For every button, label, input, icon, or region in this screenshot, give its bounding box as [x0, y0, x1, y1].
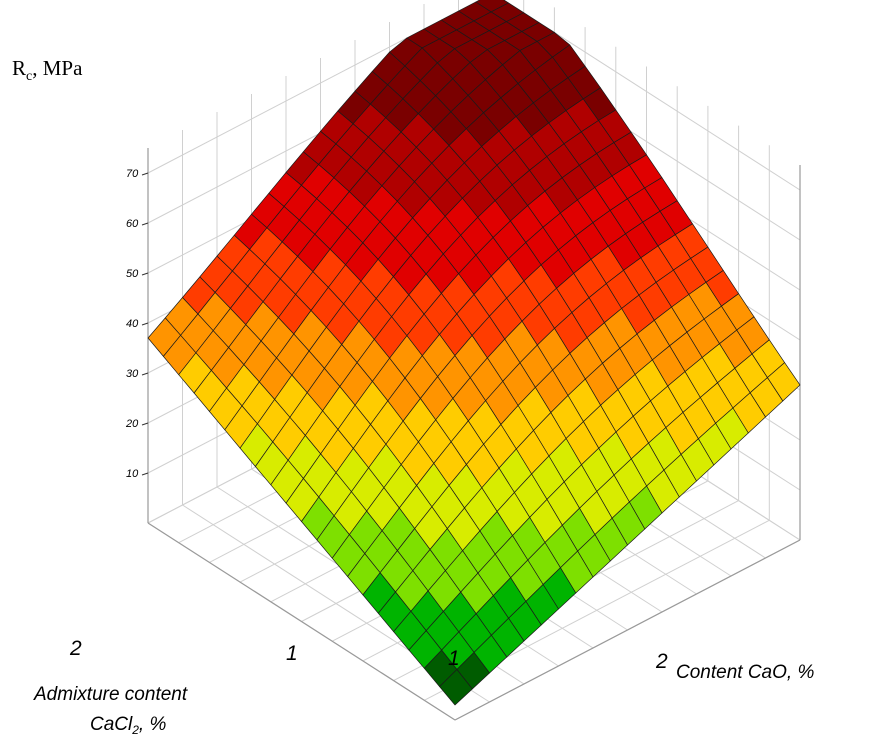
z-tick-label: 50 — [126, 268, 139, 280]
frame-edge — [147, 522, 456, 721]
y-tick-1: 1 — [286, 642, 298, 665]
z-tick-label: 10 — [126, 468, 139, 480]
y-axis-title-line1: Admixture content — [33, 684, 188, 705]
z-tick-mark — [141, 422, 149, 426]
x-tick-1: 1 — [448, 647, 460, 670]
z-tick-mark — [141, 372, 149, 376]
frame-edge — [454, 539, 801, 721]
surface-cell — [439, 669, 473, 706]
response-surface — [147, 0, 801, 706]
z-tick-label: 70 — [126, 168, 139, 180]
z-tick-mark — [141, 472, 149, 476]
z-tick-label: 30 — [126, 368, 139, 380]
z-tick-label: 20 — [125, 418, 139, 430]
z-tick-label: 60 — [126, 218, 139, 230]
y-axis-title-line2: CaCl2, % — [90, 714, 166, 737]
z-axis-title: Rc, MPa — [12, 56, 83, 84]
z-tick-mark — [141, 172, 149, 176]
z-axis-ticks: 10 20 30 40 50 60 70 — [125, 168, 149, 480]
x-axis-title: Content CaO, % — [676, 662, 814, 683]
z-tick-mark — [141, 322, 149, 326]
y-tick-2: 2 — [69, 637, 82, 660]
x-tick-2: 2 — [655, 650, 668, 673]
z-tick-mark — [141, 272, 149, 276]
z-tick-label: 40 — [126, 318, 139, 330]
z-tick-mark — [141, 222, 149, 226]
